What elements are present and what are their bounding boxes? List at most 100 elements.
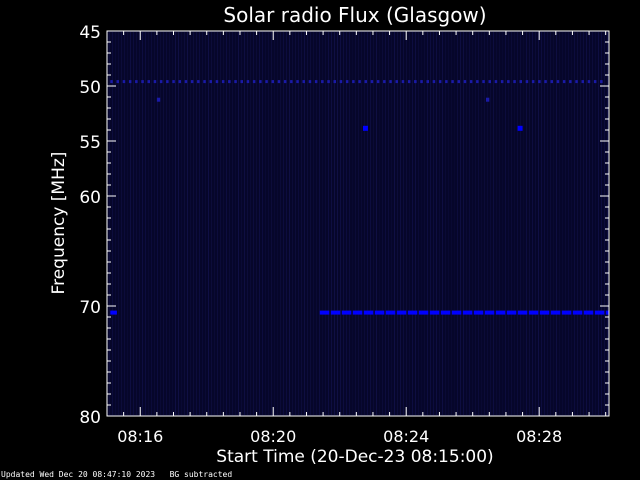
footer-note: BG subtracted [169, 470, 233, 479]
signal-segment [457, 80, 460, 84]
noise-stripe [361, 32, 362, 415]
noise-stripe [391, 32, 392, 415]
noise-stripe [418, 32, 419, 415]
noise-stripe [223, 32, 224, 415]
noise-stripe [295, 32, 296, 415]
signal-segment [374, 310, 385, 315]
noise-stripe [409, 32, 410, 415]
noise-stripe [340, 32, 341, 415]
noise-stripe [589, 32, 590, 415]
plot-background [107, 31, 609, 416]
signal-segment [593, 80, 597, 84]
signal-segment [500, 80, 504, 84]
signal-segment [587, 80, 591, 84]
noise-stripe [136, 32, 137, 415]
noise-stripe [148, 32, 149, 415]
footer: Updated Wed Dec 20 08:47:10 2023 BG subt… [1, 470, 232, 479]
noise-stripe [562, 32, 563, 415]
signal-segment [319, 310, 330, 315]
noise-stripe [373, 32, 374, 415]
signal-segment [135, 80, 138, 84]
signal-segment [147, 80, 150, 84]
signal-segment [122, 80, 126, 84]
noise-stripe [208, 32, 209, 415]
noise-stripe [304, 32, 305, 415]
signal-segment [550, 80, 553, 84]
noise-stripe [193, 32, 194, 415]
noise-stripe [430, 32, 431, 415]
noise-stripe [259, 32, 260, 415]
noise-stripe [241, 32, 242, 415]
signal-segment [575, 80, 578, 84]
signal-segment [228, 80, 231, 84]
noise-stripe [427, 32, 428, 415]
noise-stripe [130, 32, 131, 415]
signal-segment [314, 80, 318, 84]
noise-stripe [382, 32, 383, 415]
noise-stripe [346, 32, 347, 415]
footer-updated: Updated Wed Dec 20 08:47:10 2023 [1, 470, 156, 479]
noise-stripe [310, 32, 311, 415]
noise-stripe [247, 32, 248, 415]
signal-segment [488, 80, 491, 84]
noise-stripe [232, 32, 233, 415]
noise-stripe [307, 32, 308, 415]
noise-stripe [283, 32, 284, 415]
noise-stripe [256, 32, 257, 415]
noise-stripe [559, 32, 560, 415]
noise-stripe [349, 32, 350, 415]
noise-stripe [565, 32, 566, 415]
noise-stripe [463, 32, 464, 415]
signal-segment [159, 80, 163, 84]
noise-stripe [451, 32, 452, 415]
signal-segment [469, 80, 473, 84]
signal-segment [494, 80, 498, 84]
signal-segment [401, 80, 405, 84]
signal-segment [345, 80, 349, 84]
signal-segment [581, 80, 584, 84]
noise-stripe [448, 32, 449, 415]
noise-stripe [370, 32, 371, 415]
noise-stripe [484, 32, 485, 415]
noise-stripe [286, 32, 287, 415]
signal-segment [259, 80, 262, 84]
noise-stripe [226, 32, 227, 415]
noise-stripe [265, 32, 266, 415]
noise-stripe [244, 32, 245, 415]
noise-stripe [187, 32, 188, 415]
noise-stripe [220, 32, 221, 415]
noise-stripe [388, 32, 389, 415]
signal-segment [308, 80, 312, 84]
noise-stripe [529, 32, 530, 415]
signal-segment [352, 310, 363, 315]
noise-stripe [169, 32, 170, 415]
noise-stripe [394, 32, 395, 415]
signal-segment [389, 80, 392, 84]
noise-stripe [217, 32, 218, 415]
signal-segment [420, 80, 423, 84]
noise-stripe [367, 32, 368, 415]
noise-stripe [580, 32, 581, 415]
signal-segment [407, 80, 411, 84]
signal-segment [283, 80, 287, 84]
signal-segment [438, 80, 442, 84]
signal-segment [517, 310, 528, 315]
signal-segment [451, 80, 454, 84]
signal-point [486, 97, 490, 102]
noise-stripe [517, 32, 518, 415]
noise-stripe [238, 32, 239, 415]
noise-stripe [268, 32, 269, 415]
noise-stripe [568, 32, 569, 415]
noise-stripe [532, 32, 533, 415]
signal-segment [463, 80, 467, 84]
signal-segment [215, 80, 219, 84]
signal-segment [525, 80, 529, 84]
noise-stripe [523, 32, 524, 415]
signal-segment [333, 80, 336, 84]
noise-stripe [457, 32, 458, 415]
signal-segment [265, 80, 268, 84]
signal-segment [519, 80, 522, 84]
signal-features [110, 80, 609, 315]
noise-stripe [505, 32, 506, 415]
